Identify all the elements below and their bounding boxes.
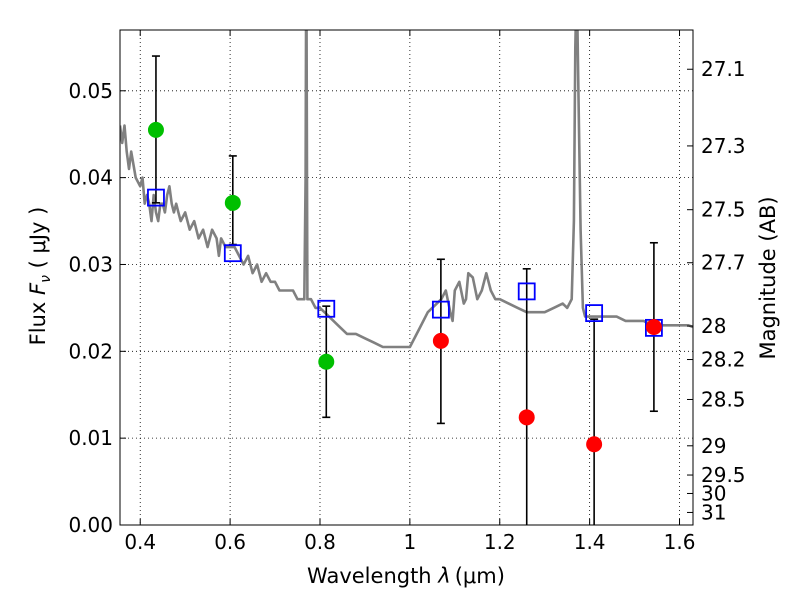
y2-tick-label: 27.1: [701, 57, 746, 81]
errorbars-group: [151, 55, 658, 525]
model-photometry-point: [223, 244, 242, 263]
y2-tick-label: 28.5: [701, 387, 746, 411]
y2-tick-label: 27.3: [701, 134, 746, 158]
grid-lines: [120, 30, 693, 526]
x-tick-label: 0.4: [124, 530, 156, 554]
model-photometry-point: [317, 299, 336, 318]
y2-axis-label: Magnitude (AB): [756, 196, 780, 359]
detection-point: [318, 353, 335, 370]
detection-point: [224, 194, 241, 211]
detection-point: [147, 121, 164, 138]
y-axis-ticks: 0.00 0.01 0.02 0.03 0.04 0.05: [68, 79, 126, 537]
x-tick-label: 1: [404, 530, 417, 554]
markers-group: [147, 121, 663, 453]
y2-tick-label: 28: [701, 314, 726, 338]
non-detection-point: [518, 409, 535, 426]
x-tick-label: 0.8: [304, 530, 336, 554]
x-tick-label: 1.6: [664, 530, 696, 554]
y-tick-label: 0.02: [68, 339, 113, 363]
x-tick-label: 0.6: [214, 530, 246, 554]
y-tick-label: 0.03: [68, 252, 113, 276]
y-axis-label: Flux Fν ( μJy ): [26, 207, 54, 346]
x-axis-label: Wavelength λ (μm): [307, 564, 505, 588]
model-photometry-point: [585, 304, 604, 323]
y2-tick-label: 27.7: [701, 251, 746, 275]
y2-tick-label: 30: [701, 481, 726, 505]
y-tick-label: 0.00: [68, 513, 113, 537]
model-photometry-point: [517, 282, 536, 301]
y2-tick-label: 29: [701, 434, 726, 458]
x-axis-ticks: 0.4 0.6 0.8 1 1.2 1.4 1.6: [124, 30, 695, 554]
model-photometry-point: [147, 188, 165, 207]
y2-tick-label: 28.2: [701, 348, 746, 372]
non-detection-point: [645, 319, 662, 335]
y-tick-label: 0.05: [68, 79, 113, 103]
x-tick-label: 1.4: [574, 530, 606, 554]
model-spectrum-line: [120, 30, 693, 349]
y2-tick-label: 31: [701, 500, 726, 524]
y2-tick-label: 27.5: [701, 198, 746, 222]
non-detection-point: [432, 332, 449, 349]
model-spectrum-group: [120, 30, 693, 349]
y2-tick-label: 29.5: [701, 463, 746, 487]
y-tick-label: 0.01: [68, 426, 113, 450]
x-tick-label: 1.2: [484, 530, 516, 554]
y-tick-label: 0.04: [68, 166, 113, 190]
model-photometry-point: [431, 300, 450, 319]
non-detection-point: [586, 436, 603, 453]
plot-frame: [119, 29, 694, 526]
